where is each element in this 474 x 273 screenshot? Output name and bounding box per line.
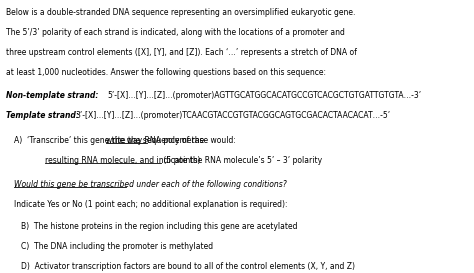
Text: Indicate Yes or No (1 point each; no additional explanation is required):: Indicate Yes or No (1 point each; no add…: [14, 200, 288, 209]
Text: at least 1,000 nucleotides. Answer the following questions based on this sequenc: at least 1,000 nucleotides. Answer the f…: [6, 68, 326, 77]
Text: 5’-[X]…[Y]…[Z]…(promoter)AGTTGCATGGCACATGCCGTCACGCTGTGATTGTGTA…-3’: 5’-[X]…[Y]…[Z]…(promoter)AGTTGCATGGCACAT…: [108, 91, 422, 100]
Text: (5 points): (5 points): [162, 156, 201, 165]
Text: C)  The DNA including the promoter is methylated: C) The DNA including the promoter is met…: [21, 242, 213, 251]
Text: A)  ‘Transcribe’ this gene the way RNA polymerase would:: A) ‘Transcribe’ this gene the way RNA po…: [14, 136, 238, 145]
Text: resulting RNA molecule, and indicate the RNA molecule’s 5’ – 3’ polarity: resulting RNA molecule, and indicate the…: [45, 156, 322, 165]
Text: Would this gene be transcribed under each of the following conditions?: Would this gene be transcribed under eac…: [14, 180, 287, 189]
Text: The 5’/3’ polarity of each strand is indicated, along with the locations of a pr: The 5’/3’ polarity of each strand is ind…: [6, 28, 345, 37]
Text: 3’-[X]…[Y]…[Z]…(promoter)TCAACGTACCGTGTACGGCAGTGCGACACTAACACAT…-5’: 3’-[X]…[Y]…[Z]…(promoter)TCAACGTACCGTGTA…: [76, 111, 391, 120]
Text: Template strand:: Template strand:: [6, 111, 79, 120]
Text: Below is a double-stranded DNA sequence representing an oversimplified eukaryoti: Below is a double-stranded DNA sequence …: [6, 8, 355, 17]
Text: write the sequence of the: write the sequence of the: [106, 136, 205, 145]
Text: D)  Activator transcription factors are bound to all of the control elements (X,: D) Activator transcription factors are b…: [21, 262, 355, 271]
Text: Non-template strand:: Non-template strand:: [6, 91, 98, 100]
Text: three upstream control elements ([X], [Y], and [Z]). Each ‘…’ represents a stret: three upstream control elements ([X], [Y…: [6, 48, 356, 57]
Text: B)  The histone proteins in the region including this gene are acetylated: B) The histone proteins in the region in…: [21, 222, 298, 232]
